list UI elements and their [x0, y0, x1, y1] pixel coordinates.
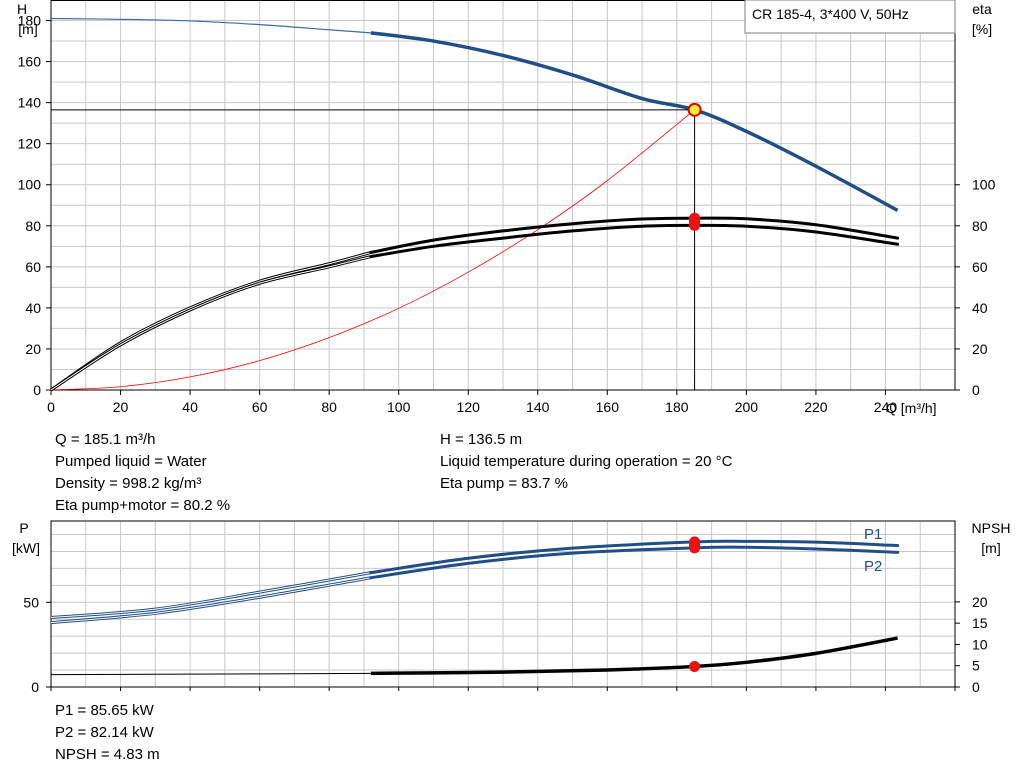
q-tick-label: 20	[113, 399, 129, 415]
npsh-tick-label: 5	[972, 658, 980, 674]
readout-p2: P2 = 82.14 kW	[55, 724, 154, 741]
p1-curve-thin-outer	[50, 571, 372, 620]
eta-tick-label: 0	[972, 382, 980, 398]
bottom-plot-frame	[50, 520, 956, 688]
q-tick-label: 200	[735, 399, 759, 415]
npsh-axis-label: NPSH	[972, 520, 1011, 536]
p-axis-unit: [kW]	[12, 540, 40, 556]
h-tick-label: 100	[18, 177, 42, 193]
p1-curve-label: P1	[864, 526, 882, 543]
top-plot-frame	[50, 0, 956, 391]
duty-point-marker	[687, 102, 702, 117]
eta-tick-label: 80	[972, 218, 988, 234]
system-curve	[50, 109, 695, 391]
eta-tick-label: 100	[972, 177, 996, 193]
readout-eta-pump: Eta pump = 83.7 %	[440, 475, 568, 492]
npsh-axis-unit: [m]	[981, 540, 1000, 556]
h-tick-label: 40	[25, 300, 41, 316]
readout-p1: P1 = 85.65 kW	[55, 702, 154, 719]
h-axis-label: H	[17, 1, 27, 17]
q-tick-label: 120	[457, 399, 481, 415]
eta-tick-label: 60	[972, 259, 988, 275]
bottom-grid	[50, 520, 956, 688]
top-curves	[50, 17, 900, 392]
h-tick-label: 80	[25, 218, 41, 234]
h-tick-label: 20	[25, 341, 41, 357]
p2-curve-thin-inner	[50, 577, 371, 624]
readout-eta-pump-motor: Eta pump+motor = 80.2 %	[55, 497, 231, 514]
p-axis-label: P	[19, 520, 28, 536]
h-tick-label: 120	[18, 136, 42, 152]
legend-box	[744, 0, 956, 34]
eta-pump-curve-main	[369, 216, 900, 254]
h-tick-label: 0	[33, 382, 41, 398]
legend-pump-model: CR 185-4, 3*400 V, 50Hz	[752, 6, 909, 22]
eta-pump-motor-curve-main	[369, 223, 900, 259]
npsh-tick-label: 20	[972, 594, 988, 610]
p2-marker	[689, 542, 701, 554]
readout-liquid: Pumped liquid = Water	[55, 453, 207, 470]
q-tick-label: 160	[596, 399, 620, 415]
p2-curve-main	[369, 545, 900, 580]
h-tick-label: 60	[25, 259, 41, 275]
npsh-curve-thin	[50, 672, 371, 676]
eta-pump-motor-curve-thin-inner	[50, 256, 371, 391]
h-axis-unit: [m]	[18, 21, 37, 37]
q-axis-label: Q [m³/h]	[886, 400, 937, 416]
readout-h: H = 136.5 m	[440, 431, 523, 448]
q-tick-label: 140	[526, 399, 550, 415]
eta-pump-motor-curve-thin-outer	[50, 255, 372, 392]
eta-pump-curve-thin-inner	[50, 251, 372, 391]
q-tick-label: 240	[874, 399, 898, 415]
q-tick-label: 220	[804, 399, 828, 415]
q-tick-label: 40	[182, 399, 198, 415]
eta-tick-label: 40	[972, 300, 988, 316]
eta-tick-label: 20	[972, 341, 988, 357]
p-tick-label: 0	[31, 679, 39, 695]
h-tick-label: 140	[18, 95, 42, 111]
top-grid	[50, 0, 956, 391]
npsh-tick-label: 10	[972, 636, 988, 652]
readout-npsh: NPSH = 4.83 m	[55, 746, 160, 763]
npsh-tick-label: 0	[972, 679, 980, 695]
readout-q: Q = 185.1 m³/h	[55, 431, 156, 448]
p-tick-label: 50	[23, 594, 39, 610]
q-tick-label: 60	[252, 399, 268, 415]
q-tick-label: 80	[321, 399, 337, 415]
h-tick-label: 160	[18, 54, 42, 70]
npsh-curve-main	[370, 636, 898, 676]
eta-axis-unit: [%]	[972, 21, 992, 37]
p1-curve-main	[369, 539, 900, 575]
bottom-curves	[50, 536, 900, 676]
q-tick-label: 180	[665, 399, 689, 415]
readout-temperature: Liquid temperature during operation = 20…	[440, 453, 733, 470]
npsh-marker	[689, 660, 701, 672]
eta-axis-label: eta	[972, 1, 992, 17]
p1-curve-thin-inner	[50, 572, 371, 619]
npsh-tick-label: 15	[972, 615, 988, 631]
q-tick-label: 0	[47, 399, 55, 415]
readout-density: Density = 998.2 kg/m³	[55, 475, 202, 492]
q-tick-label: 100	[387, 399, 411, 415]
h-curve-thin	[50, 17, 371, 34]
p2-curve-label: P2	[864, 558, 882, 575]
h-tick-label: 180	[18, 13, 42, 29]
h-curve-main	[370, 31, 899, 212]
